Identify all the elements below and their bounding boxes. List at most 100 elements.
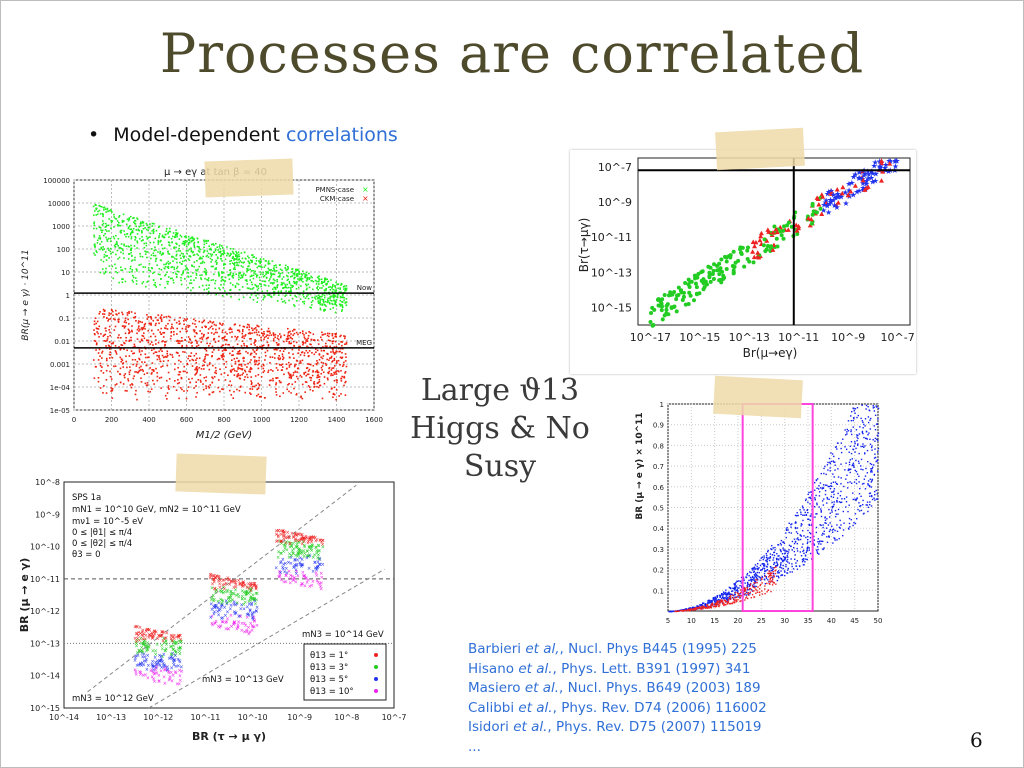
data-point <box>166 280 168 283</box>
data-point <box>342 296 344 299</box>
data-point <box>762 562 764 565</box>
data-point <box>102 213 104 216</box>
data-point <box>340 334 342 337</box>
data-point <box>238 349 241 352</box>
data-point <box>161 350 163 352</box>
data-point <box>251 327 253 330</box>
data-point <box>165 340 167 343</box>
data-point <box>335 281 337 284</box>
data-point <box>170 331 172 334</box>
data-point <box>848 517 851 520</box>
data-point: × <box>245 629 249 635</box>
data-point: × <box>284 540 288 546</box>
x-tick-label: 10^-9 <box>831 331 865 344</box>
data-point <box>751 576 754 579</box>
data-point: ★ <box>853 188 860 197</box>
data-point <box>199 379 202 382</box>
data-point: × <box>320 575 324 581</box>
data-point <box>232 276 234 279</box>
data-point: × <box>246 591 250 597</box>
data-point: × <box>248 590 252 596</box>
data-point <box>289 294 292 297</box>
data-point <box>788 531 790 534</box>
data-point <box>824 484 827 486</box>
data-point <box>261 348 264 350</box>
data-point <box>157 241 160 243</box>
data-point <box>331 340 334 343</box>
data-point <box>184 351 186 353</box>
data-point <box>145 235 148 238</box>
data-point <box>102 308 105 311</box>
data-point <box>815 531 818 534</box>
data-point <box>134 223 137 225</box>
data-point <box>96 213 99 216</box>
data-point <box>267 344 270 346</box>
data-point <box>753 569 755 571</box>
data-point <box>755 585 757 588</box>
data-point <box>132 227 135 230</box>
data-point <box>809 536 812 539</box>
data-point <box>106 207 109 210</box>
annotation-label: SPS 1a <box>72 493 101 503</box>
data-point <box>242 356 245 359</box>
data-point: × <box>166 669 170 675</box>
y-tick-label: 10^-8 <box>35 478 60 487</box>
annotation-label: mN3 = 10^14 GeV <box>302 630 384 640</box>
data-point <box>155 286 158 288</box>
data-point <box>109 250 112 253</box>
data-point <box>228 255 231 257</box>
data-point: × <box>232 579 236 585</box>
data-point <box>264 264 267 267</box>
data-point <box>273 265 276 267</box>
data-point <box>221 350 224 352</box>
data-point <box>200 257 202 260</box>
data-point <box>188 241 191 244</box>
data-point <box>231 262 234 265</box>
data-point <box>332 303 334 306</box>
data-point: × <box>158 658 162 664</box>
data-point: × <box>144 659 148 665</box>
data-point: × <box>164 646 168 652</box>
data-point <box>804 511 806 514</box>
data-point <box>766 563 769 566</box>
data-point <box>313 296 316 299</box>
bullet-accent-link[interactable]: correlations <box>285 124 398 146</box>
data-point <box>129 369 132 372</box>
data-point <box>154 246 156 249</box>
data-point: × <box>234 582 238 588</box>
data-point <box>680 298 685 303</box>
data-point <box>222 286 225 289</box>
data-point <box>207 385 210 388</box>
data-point <box>786 558 789 561</box>
data-point: × <box>155 662 159 668</box>
data-point <box>151 368 154 371</box>
data-point <box>208 345 210 347</box>
data-point <box>101 220 104 222</box>
data-point <box>322 371 325 374</box>
data-point <box>301 330 304 333</box>
data-point <box>253 327 256 330</box>
data-point <box>782 567 785 570</box>
data-point <box>119 230 122 233</box>
data-point <box>227 274 230 277</box>
data-point <box>217 257 219 260</box>
data-point <box>121 359 124 362</box>
data-point: × <box>174 650 178 656</box>
data-point <box>185 326 187 328</box>
data-point <box>344 372 346 374</box>
data-point <box>171 241 173 244</box>
data-point <box>252 274 255 277</box>
legend-marker <box>374 677 378 681</box>
data-point <box>255 349 258 352</box>
data-point <box>290 271 293 273</box>
data-point <box>714 598 717 600</box>
data-point <box>857 443 859 445</box>
data-point <box>339 356 342 359</box>
data-point <box>278 333 281 335</box>
data-point <box>142 271 145 273</box>
data-point: × <box>171 647 175 653</box>
data-point <box>775 564 778 567</box>
data-point <box>325 283 327 285</box>
annotation-label: 0 ≤ |θ1| ≤ π/4 <box>72 528 132 538</box>
data-point <box>869 495 871 497</box>
